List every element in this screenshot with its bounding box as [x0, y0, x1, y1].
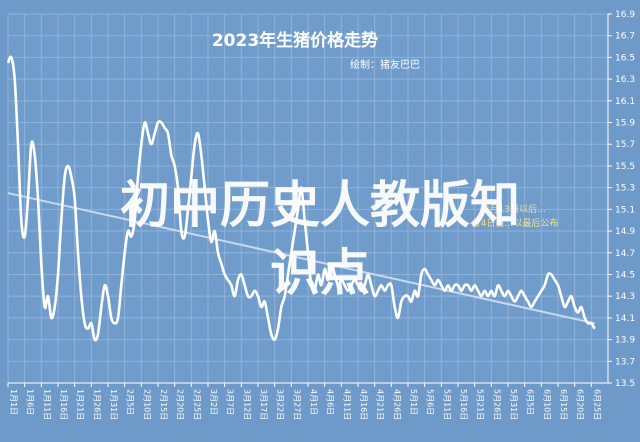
x-tick-label: 4月1日 [309, 389, 318, 415]
y-tick-label: 15.7 [615, 140, 635, 150]
x-tick-label: 1月11日 [42, 389, 51, 420]
trend-line [7, 192, 595, 325]
annotation-line-1: 2月13日以后… [484, 204, 546, 215]
x-tick-label: 1月6日 [26, 389, 35, 415]
x-tick-label: 2月10日 [142, 389, 151, 420]
chart-subtitle: 绘制：猪友巴巴 [350, 58, 420, 71]
y-tick-label: 13.5 [615, 379, 635, 389]
x-tick-label: 6月20日 [576, 389, 585, 420]
y-tick-label: 14.7 [615, 249, 635, 259]
series-layer [6, 55, 596, 342]
annotation-line-2: 分4日当…以最后公布 [472, 217, 559, 229]
x-tick-label: 3月12日 [242, 389, 251, 420]
y-tick-label: 16.9 [615, 10, 635, 20]
x-tick-label: 5月6日 [426, 389, 435, 415]
x-tick-label: 3月2日 [209, 389, 218, 415]
x-tick-label: 4月21日 [376, 389, 385, 420]
watermark-line-2: 识点 [270, 244, 370, 302]
x-tick-label: 4月16日 [359, 389, 368, 420]
x-tick-label: 4月6日 [326, 389, 335, 415]
x-tick-label: 4月11日 [342, 389, 351, 420]
watermark-line-1: 初中历史人教版知 [120, 176, 520, 234]
y-tick-label: 16.7 [615, 32, 635, 42]
x-tick-label: 5月1日 [409, 389, 418, 415]
x-tick-label: 2月5日 [126, 389, 135, 415]
y-tick-label: 13.7 [615, 357, 635, 367]
y-tick-label: 14.3 [615, 292, 635, 302]
x-tick-label: 1月1日 [9, 389, 18, 415]
x-tick-label: 2月20日 [176, 389, 185, 420]
y-tick-label: 15.5 [615, 162, 635, 172]
x-tick-label: 2月15日 [159, 389, 168, 420]
x-axis-tick-labels: 1月1日 1月6日 1月11日 1月16日 1月21日 1月26日 1月31日 2月5日 2月1… [9, 389, 601, 420]
y-tick-label: 15.1 [615, 205, 635, 215]
x-tick-label: 5月11日 [442, 389, 451, 420]
axes [8, 14, 609, 384]
x-tick-label: 3月17日 [259, 389, 268, 420]
x-tick-label: 3月7日 [226, 389, 235, 415]
gridlines [7, 13, 612, 387]
y-tick-label: 14.5 [615, 270, 635, 280]
x-tick-label: 5月31日 [509, 389, 518, 420]
x-tick-label: 3月22日 [276, 389, 285, 420]
x-tick-label: 6月10日 [542, 389, 551, 420]
x-tick-label: 1月16日 [59, 389, 68, 420]
x-tick-label: 2月25日 [192, 389, 201, 420]
x-tick-label: 1月21日 [76, 389, 85, 420]
y-tick-label: 16.5 [615, 53, 635, 63]
y-tick-label: 16.1 [615, 97, 635, 107]
x-tick-label: 6月15日 [559, 389, 568, 420]
x-tick-label: 5月21日 [476, 389, 485, 420]
y-tick-label: 14.9 [615, 227, 635, 237]
x-tick-label: 6月5日 [526, 389, 535, 415]
x-tick-label: 5月26日 [492, 389, 501, 420]
y-tick-label: 15.9 [615, 119, 635, 129]
x-tick-label: 3月27日 [292, 389, 301, 420]
x-tick-label: 6月25日 [592, 389, 601, 420]
y-tick-label: 15.3 [615, 184, 635, 194]
y-axis-tick-labels: 16.9 16.7 16.5 16.3 16.1 15.9 15.7 15.5 15.3 15.1… [615, 10, 635, 389]
price-series-line [6, 55, 596, 342]
y-tick-label: 16.3 [615, 75, 635, 85]
y-tick-label: 13.9 [615, 336, 635, 346]
x-tick-label: 1月26日 [92, 389, 101, 420]
x-tick-label: 1月31日 [109, 389, 118, 420]
x-tick-label: 4月26日 [392, 389, 401, 420]
y-tick-label: 14.1 [615, 314, 635, 324]
chart-title: 2023年生猪价格走势 [212, 30, 378, 51]
x-tick-label: 5月16日 [459, 389, 468, 420]
